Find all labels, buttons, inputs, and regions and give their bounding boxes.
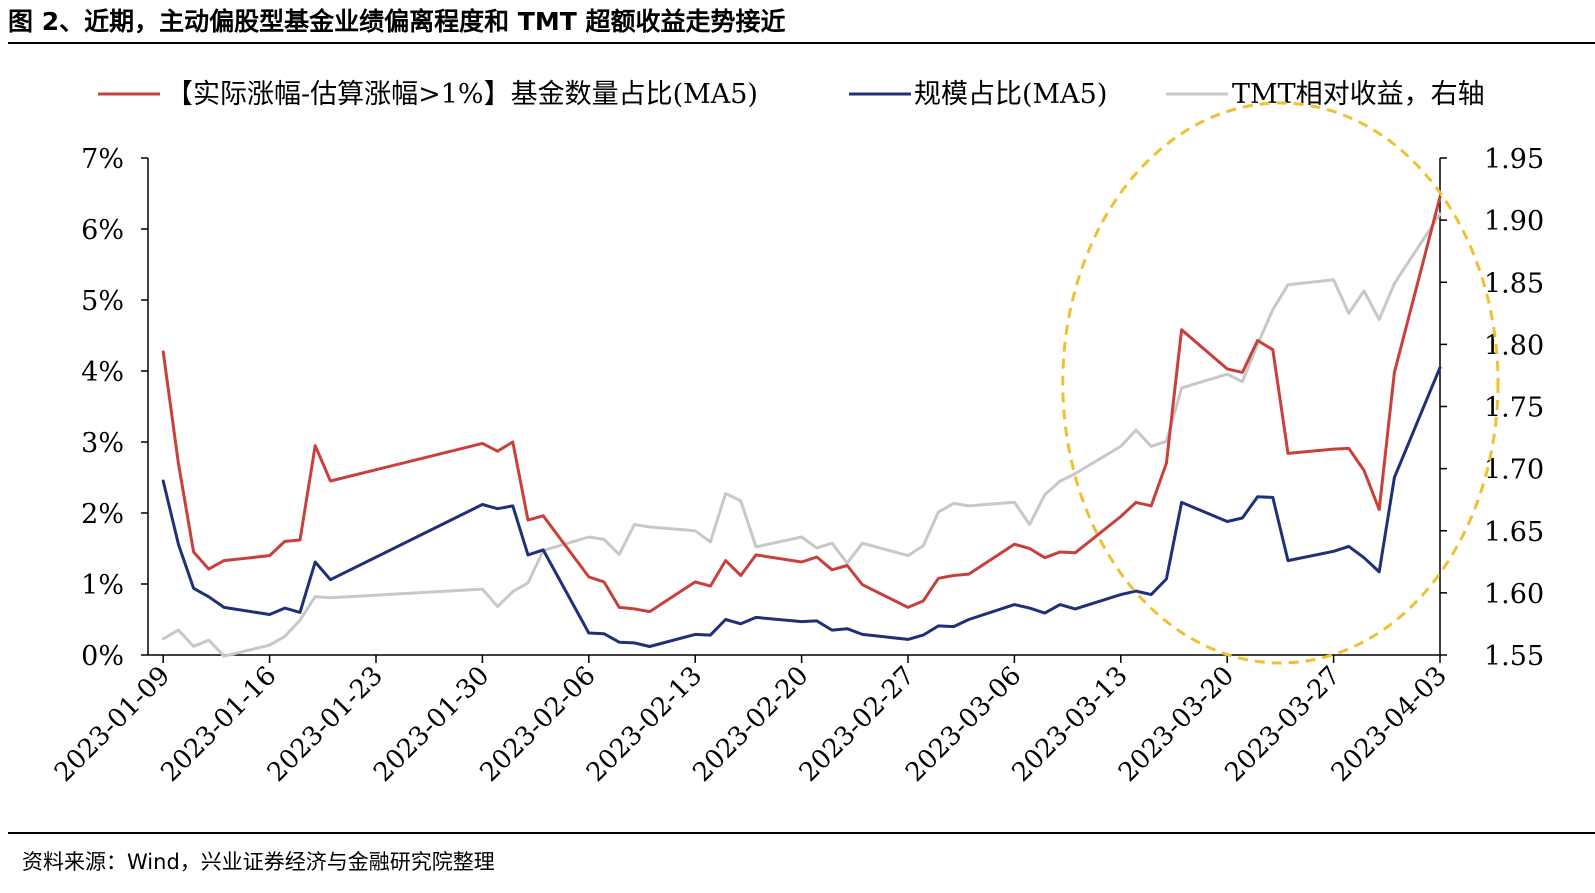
series-line-scale-ratio	[161, 366, 1442, 648]
bottom-rule	[8, 832, 1595, 834]
y-left-tick-label: 4%	[81, 357, 124, 388]
legend-label-gray: TMT相对收益，右轴	[1232, 79, 1485, 110]
axes: 0% 1% 2% 3% 4% 5% 6% 7% 1.55 1.60 1.65 1.70 1.75 1.80…	[49, 144, 1544, 788]
y-right-tick-label: 1.70	[1484, 455, 1544, 486]
y-right-tick-label: 1.80	[1484, 330, 1544, 361]
source-note: 资料来源：Wind，兴业证券经济与金融研究院整理	[22, 850, 495, 874]
y-right-tick-label: 1.90	[1484, 206, 1544, 237]
y-left-tick-label: 7%	[81, 144, 124, 175]
series-line-fund-ratio	[161, 195, 1442, 614]
y-right-tick-label: 1.55	[1484, 641, 1544, 672]
legend-label-blue: 规模占比(MA5)	[914, 79, 1107, 110]
y-left-tick-label: 0%	[81, 641, 124, 672]
annotations	[1061, 101, 1500, 665]
figure-title: 图 2、近期，主动偏股型基金业绩偏离程度和 TMT 超额收益走势接近	[8, 7, 786, 36]
y-left-tick-label: 3%	[81, 428, 124, 459]
series-lines	[161, 195, 1442, 658]
y-right-tick-label: 1.75	[1484, 393, 1544, 424]
y-left-tick-label: 6%	[81, 215, 124, 246]
y-right-tick-label: 1.85	[1484, 268, 1544, 299]
series-line-tmt-relative	[161, 212, 1442, 658]
y-left-tick-label: 1%	[81, 570, 124, 601]
top-rule	[8, 42, 1595, 44]
y-right-tick-label: 1.95	[1484, 144, 1544, 175]
legend-label-red: 【实际涨幅-估算涨幅>1%】基金数量占比(MA5)	[166, 79, 758, 110]
highlight-ellipse	[1061, 101, 1500, 665]
y-right-tick-label: 1.65	[1484, 517, 1544, 548]
y-left-tick-label: 5%	[81, 286, 124, 317]
legend: 【实际涨幅-估算涨幅>1%】基金数量占比(MA5) 规模占比(MA5) TMT相…	[98, 79, 1485, 110]
x-tick-label: 2023-04-03	[1326, 661, 1453, 788]
y-right-tick-label: 1.60	[1484, 579, 1544, 610]
y-left-tick-label: 2%	[81, 499, 124, 530]
